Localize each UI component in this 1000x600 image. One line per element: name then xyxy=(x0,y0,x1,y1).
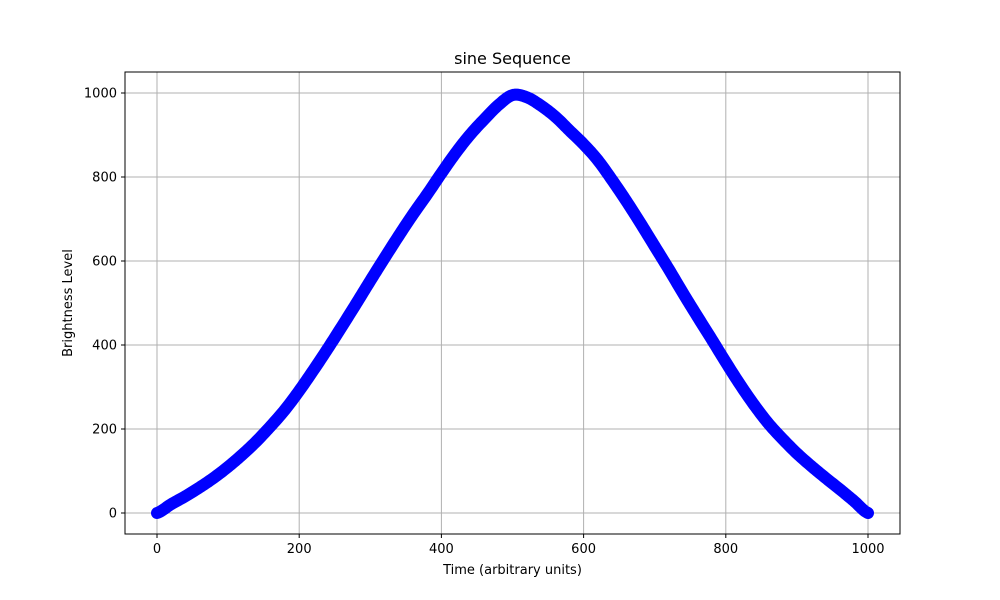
x-tick-label: 1000 xyxy=(851,542,884,557)
data-point xyxy=(379,252,391,264)
data-point xyxy=(819,472,831,484)
x-tick-label: 400 xyxy=(429,542,454,557)
y-tick-label: 600 xyxy=(92,255,117,270)
data-point xyxy=(791,447,803,459)
plot-frame xyxy=(124,71,901,535)
y-axis-label: Brightness Level xyxy=(61,249,76,357)
data-point xyxy=(734,378,746,390)
y-tick-label: 400 xyxy=(92,339,117,354)
data-point xyxy=(592,154,604,166)
data-point xyxy=(208,472,220,484)
data-point xyxy=(535,100,547,112)
chart-title: sine Sequence xyxy=(454,49,571,68)
data-point xyxy=(421,188,433,200)
data-point xyxy=(777,433,789,445)
data-point xyxy=(578,138,590,150)
x-axis-label: Time (arbitrary units) xyxy=(442,563,582,578)
data-point xyxy=(649,240,661,252)
data-point xyxy=(478,113,490,125)
data-point xyxy=(222,461,234,473)
x-tick-label: 0 xyxy=(153,542,161,557)
data-point xyxy=(350,298,362,310)
y-tick-label: 800 xyxy=(92,171,117,186)
x-tick-label: 200 xyxy=(287,542,312,557)
x-tick-label: 600 xyxy=(571,542,596,557)
y-tick-label: 1000 xyxy=(84,87,117,102)
grid xyxy=(125,72,900,534)
data-point xyxy=(748,399,760,411)
data-point xyxy=(862,507,874,519)
data-point xyxy=(521,91,533,103)
data-point xyxy=(307,364,319,376)
data-point xyxy=(464,129,476,141)
data-point xyxy=(236,449,248,461)
y-tick-label: 200 xyxy=(92,423,117,438)
data-point xyxy=(620,195,632,207)
data-point xyxy=(720,356,732,368)
data-point xyxy=(251,435,263,447)
data-point xyxy=(691,310,703,322)
data-point xyxy=(834,483,846,495)
y-tick-label: 0 xyxy=(109,507,117,522)
data-point xyxy=(407,208,419,220)
data-point xyxy=(194,481,206,493)
data-point xyxy=(563,124,575,136)
data-point xyxy=(393,230,405,242)
data-point xyxy=(677,287,689,299)
data-point xyxy=(151,507,163,519)
data-point xyxy=(364,275,376,287)
data-point xyxy=(336,321,348,333)
data-point xyxy=(706,333,718,345)
data-point xyxy=(279,404,291,416)
data-point xyxy=(492,99,504,111)
data-point xyxy=(435,167,447,179)
data-point xyxy=(293,385,305,397)
x-tick-label: 800 xyxy=(713,542,738,557)
data-point xyxy=(663,263,675,275)
data-point xyxy=(848,495,860,507)
data-point xyxy=(322,343,334,355)
data-point xyxy=(805,460,817,472)
data-point xyxy=(179,490,191,502)
data-point xyxy=(450,147,462,159)
ticks: 0 200 400 600 800 1000 0 200 400 600 800 1000 xyxy=(84,87,885,558)
data-point xyxy=(507,89,518,101)
data-point xyxy=(549,111,561,123)
data-point xyxy=(634,217,646,229)
data-point xyxy=(762,418,774,430)
data-point xyxy=(265,420,277,432)
data-point xyxy=(606,174,618,186)
data-point xyxy=(165,498,177,510)
data-series xyxy=(151,88,874,519)
